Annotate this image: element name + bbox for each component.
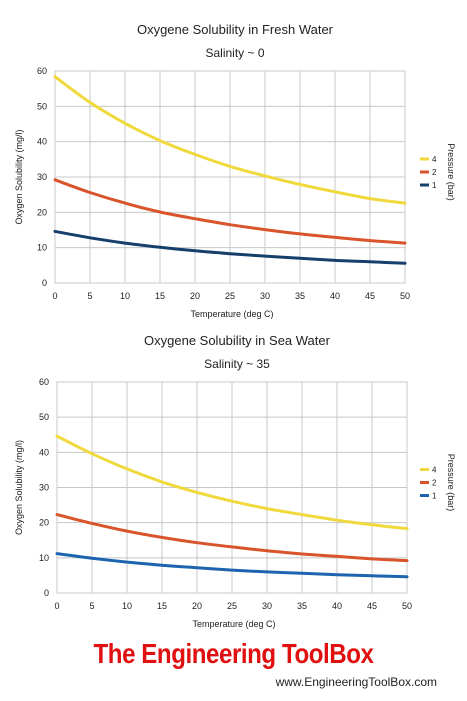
series-line-1-bar bbox=[55, 552, 409, 579]
x-tick-label: 40 bbox=[330, 291, 340, 301]
chart-subtitle: Salinity ~ 35 bbox=[204, 357, 270, 371]
x-tick-label: 15 bbox=[157, 601, 167, 611]
y-tick-label: 10 bbox=[37, 243, 47, 253]
y-tick-label: 10 bbox=[39, 553, 49, 563]
x-tick-label: 10 bbox=[120, 291, 130, 301]
series-line-1-bar bbox=[53, 229, 407, 265]
x-tick-label: 0 bbox=[54, 601, 59, 611]
x-tick-label: 25 bbox=[227, 601, 237, 611]
chart-title: Oxygene Solubility in Sea Water bbox=[144, 333, 331, 348]
x-tick-label: 20 bbox=[190, 291, 200, 301]
x-tick-label: 30 bbox=[260, 291, 270, 301]
legend-title: Pressure (bar) bbox=[446, 143, 456, 201]
series-line-4-bar bbox=[53, 75, 407, 205]
y-tick-label: 30 bbox=[37, 172, 47, 182]
chart-title: Oxygene Solubility in Fresh Water bbox=[137, 22, 334, 37]
x-tick-label: 25 bbox=[225, 291, 235, 301]
x-tick-label: 30 bbox=[262, 601, 272, 611]
y-tick-label: 50 bbox=[37, 101, 47, 111]
x-tick-label: 10 bbox=[122, 601, 132, 611]
chart-1: Oxygene Solubility in Fresh Water Salinit… bbox=[14, 22, 456, 319]
y-tick-label: 20 bbox=[37, 207, 47, 217]
legend-item-2: 2 bbox=[432, 168, 437, 177]
y-tick-label: 60 bbox=[37, 66, 47, 76]
series-line-2-bar bbox=[55, 513, 409, 563]
y-tick-label: 0 bbox=[42, 278, 47, 288]
series-line-2-bar bbox=[53, 178, 407, 245]
y-tick-label: 60 bbox=[39, 377, 49, 387]
legend-item-4: 4 bbox=[432, 155, 437, 164]
x-axis-label: Temperature (deg C) bbox=[192, 619, 275, 629]
x-tick-label: 35 bbox=[295, 291, 305, 301]
x-axis-label: Temperature (deg C) bbox=[190, 309, 273, 319]
legend-item-4: 4 bbox=[432, 466, 437, 475]
x-tick-label: 20 bbox=[192, 601, 202, 611]
x-tick-label: 50 bbox=[400, 291, 410, 301]
x-tick-label: 15 bbox=[155, 291, 165, 301]
x-tick-label: 5 bbox=[89, 601, 94, 611]
x-tick-label: 45 bbox=[365, 291, 375, 301]
x-tick-label: 35 bbox=[297, 601, 307, 611]
brand-logo: The Engineering ToolBox bbox=[93, 638, 374, 669]
legend-item-1: 1 bbox=[432, 181, 437, 190]
series-line-4-bar bbox=[55, 434, 409, 531]
y-tick-label: 30 bbox=[39, 483, 49, 493]
legend-item-1: 1 bbox=[432, 492, 437, 501]
chart-2: Oxygene Solubility in Sea Water Salinity … bbox=[14, 333, 456, 629]
y-axis-label: Oxygen Solubility (mg/l) bbox=[14, 129, 24, 224]
y-tick-label: 40 bbox=[37, 137, 47, 147]
legend-title: Pressure (bar) bbox=[446, 454, 456, 512]
x-tick-label: 50 bbox=[402, 601, 412, 611]
charts-canvas: Oxygene Solubility in Fresh Water Salinit… bbox=[14, 22, 456, 629]
x-tick-label: 40 bbox=[332, 601, 342, 611]
chart-subtitle: Salinity ~ 0 bbox=[205, 46, 264, 60]
website-url[interactable]: www.EngineeringToolBox.com bbox=[275, 675, 437, 689]
y-tick-label: 50 bbox=[39, 412, 49, 422]
y-tick-label: 0 bbox=[44, 588, 49, 598]
y-tick-label: 40 bbox=[39, 447, 49, 457]
x-tick-label: 0 bbox=[52, 291, 57, 301]
x-tick-label: 5 bbox=[87, 291, 92, 301]
legend-item-2: 2 bbox=[432, 479, 437, 488]
y-axis-label: Oxygen Solubility (mg/l) bbox=[14, 440, 24, 535]
x-tick-label: 45 bbox=[367, 601, 377, 611]
y-tick-label: 20 bbox=[39, 518, 49, 528]
